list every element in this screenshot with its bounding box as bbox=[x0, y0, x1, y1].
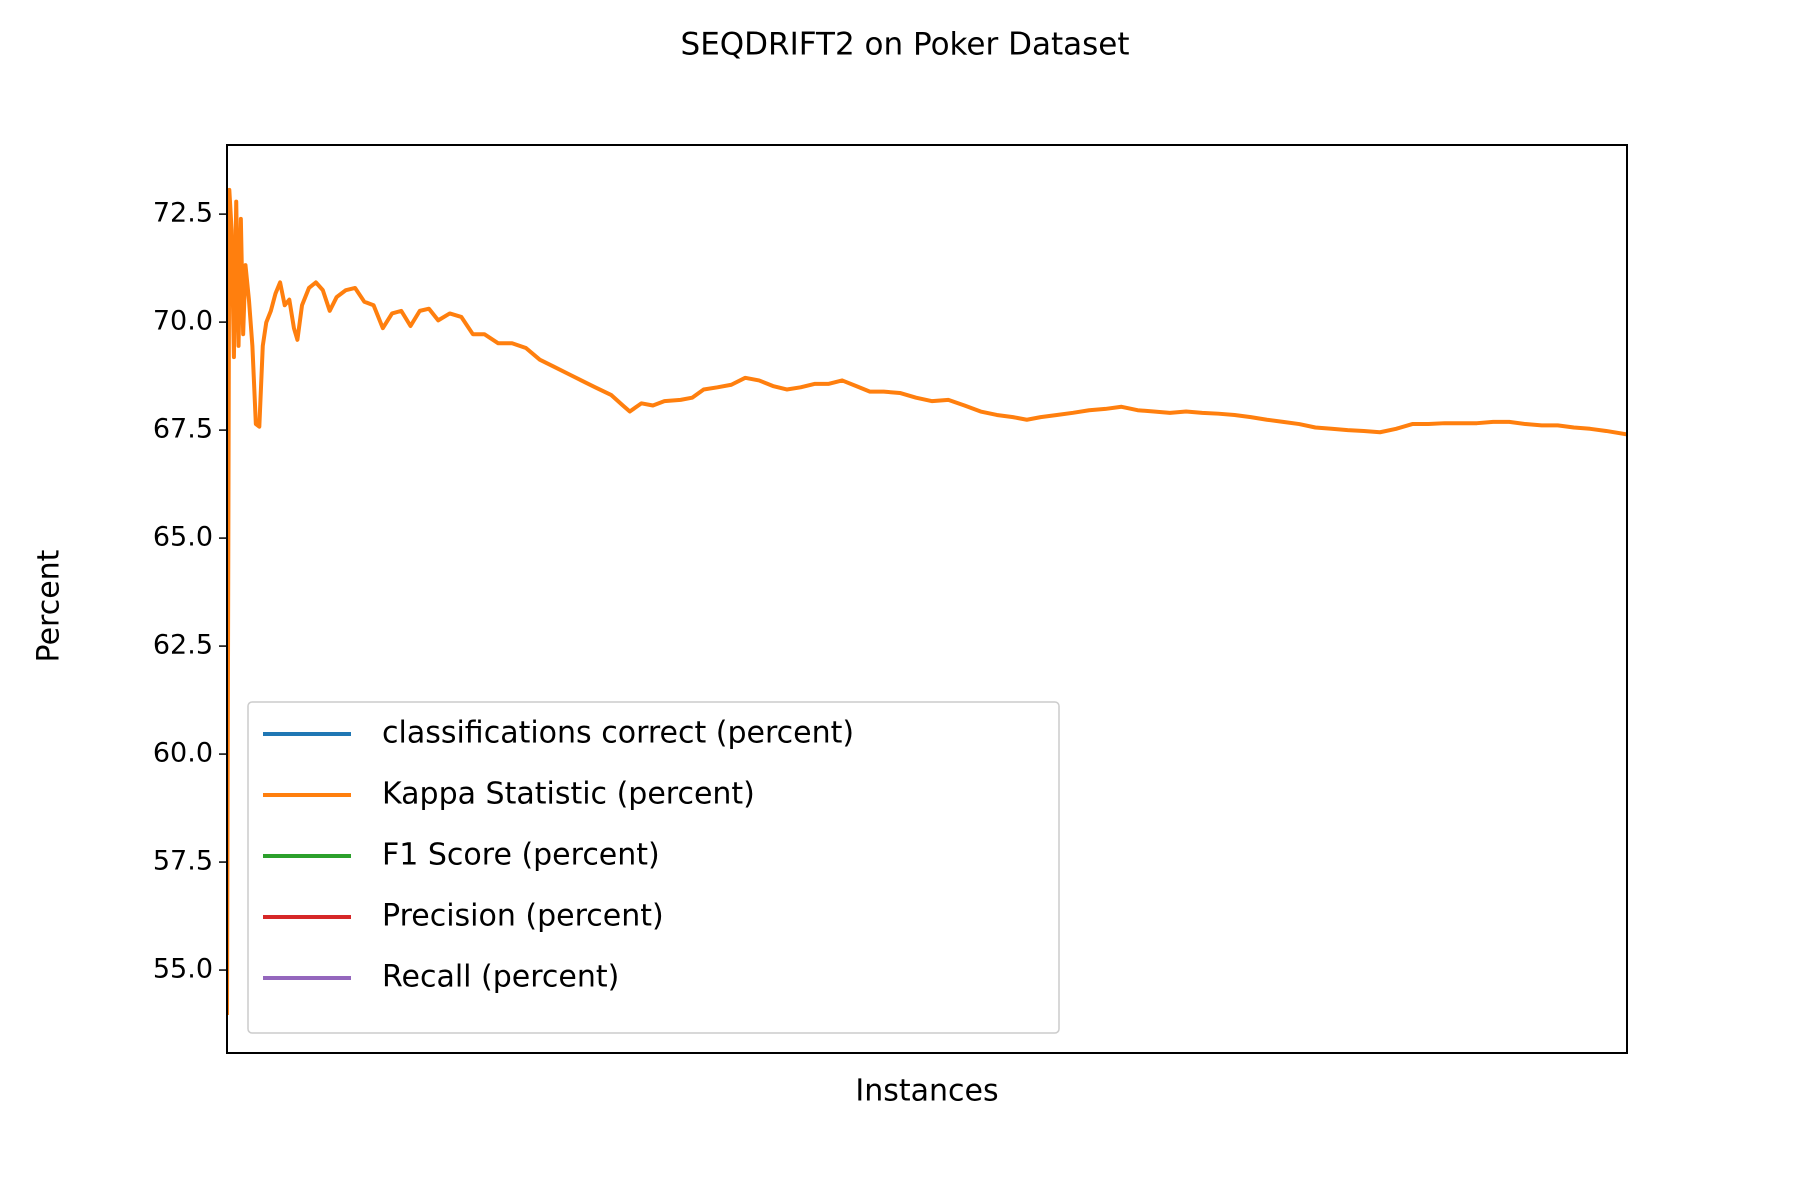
legend-label: Recall (percent) bbox=[382, 960, 619, 995]
y-tick-label: 60.0 bbox=[153, 738, 213, 769]
legend-label: classifications correct (percent) bbox=[382, 716, 854, 751]
legend-label: F1 Score (percent) bbox=[382, 838, 660, 873]
y-tick-label: 72.5 bbox=[153, 198, 213, 229]
plot-frame bbox=[226, 144, 1628, 1054]
x-axis-label: Instances bbox=[855, 1074, 998, 1109]
y-tick-label: 55.0 bbox=[153, 954, 213, 985]
chart-title: SEQDRIFT2 on Poker Dataset bbox=[681, 27, 1130, 63]
y-tick-label: 70.0 bbox=[153, 306, 213, 337]
y-tick-label: 67.5 bbox=[153, 414, 213, 445]
y-tick-label: 57.5 bbox=[153, 846, 213, 877]
legend-box bbox=[247, 701, 1060, 1034]
legend-label: Kappa Statistic (percent) bbox=[382, 777, 755, 812]
y-axis-label: Percent bbox=[32, 549, 67, 662]
legend-label: Precision (percent) bbox=[382, 899, 664, 934]
y-tick-label: 65.0 bbox=[153, 522, 213, 553]
y-tick-label: 62.5 bbox=[153, 630, 213, 661]
series-line bbox=[227, 187, 1627, 1015]
